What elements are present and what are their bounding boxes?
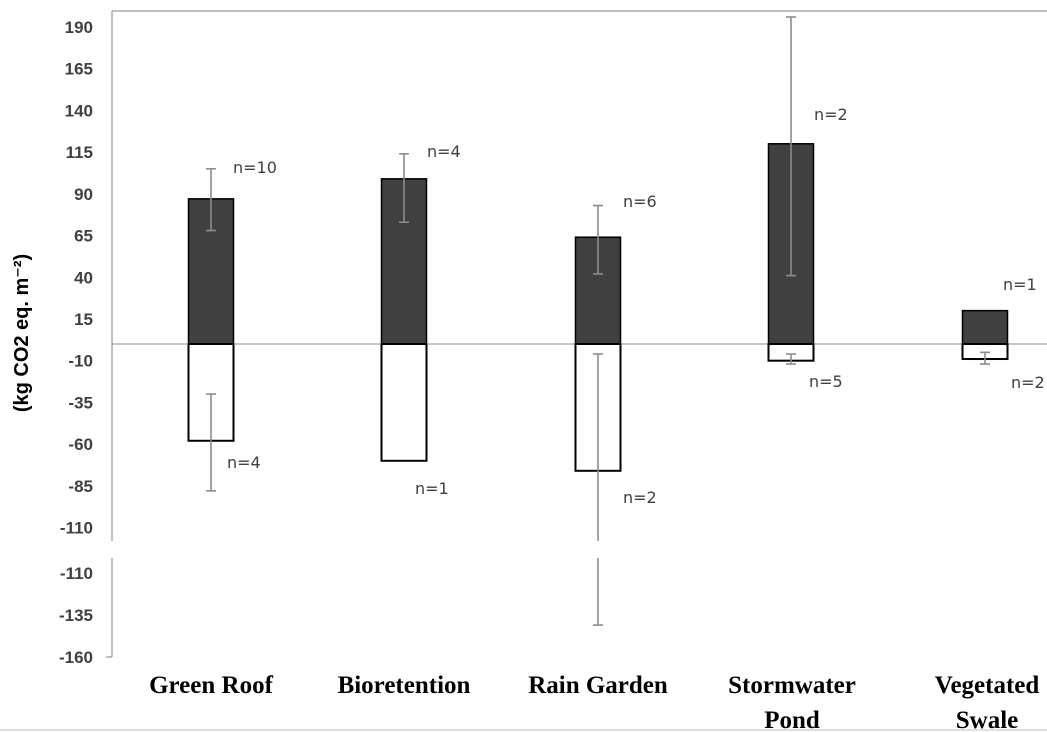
n-label-negative: n=5 (809, 372, 843, 391)
y-tick-label: 190 (65, 18, 93, 37)
category-label: Rain Garden (528, 672, 668, 699)
y-tick-label: -160 (59, 648, 93, 667)
n-label-negative: n=1 (415, 479, 449, 498)
y-tick-label: -85 (68, 477, 93, 496)
n-label-negative: n=2 (623, 488, 657, 507)
y-tick-label: 90 (74, 185, 93, 204)
y-tick-label: -35 (68, 393, 93, 412)
category-label-line2: Pond (764, 707, 820, 732)
category-label: Vegetated (935, 672, 1040, 699)
n-label-negative: n=4 (227, 453, 261, 472)
error-bars (206, 16, 990, 626)
y-tick-label: 140 (65, 101, 93, 120)
y-tick-label: -135 (59, 606, 93, 625)
n-label-positive: n=10 (233, 158, 277, 177)
y-axis-title: (kg CO2 eq. m⁻²) (11, 254, 33, 412)
y-tick-label: -60 (68, 435, 93, 454)
y-tick-label: 115 (66, 143, 93, 162)
n-label-positive: n=4 (427, 142, 461, 161)
category-label: Stormwater (728, 672, 856, 699)
y-tick-label: -110 (60, 564, 93, 583)
category-labels: Green Roof Bioretention Rain Garden Stormwa… (149, 672, 1039, 732)
y-tick-label: -10 (68, 352, 93, 371)
category-label-line2: Swale (956, 707, 1019, 732)
category-label: Green Roof (149, 672, 273, 699)
positive-bar (961, 309, 1009, 345)
chart-frame (0, 10, 1047, 731)
y-tick-label: -110 (60, 519, 93, 538)
y-tick-label: 15 (74, 310, 93, 329)
n-label-negative: n=2 (1011, 373, 1045, 392)
y-tick-label: 165 (65, 60, 93, 79)
y-axis: 190 165 140 115 90 65 40 15 -10 -35 -60 -85 -110 -110… (59, 11, 113, 667)
negative-bar (380, 343, 428, 462)
sample-size-labels: n=10 n=4 n=4 n=1 n=6 n=2 n=2 n=5 n=1 n=2 (227, 105, 1045, 507)
category-label: Bioretention (338, 672, 471, 699)
n-label-positive: n=6 (623, 192, 657, 211)
n-label-positive: n=1 (1003, 275, 1037, 294)
n-label-positive: n=2 (814, 105, 848, 124)
y-tick-label: 40 (74, 268, 93, 287)
y-tick-label: 65 (74, 227, 93, 246)
